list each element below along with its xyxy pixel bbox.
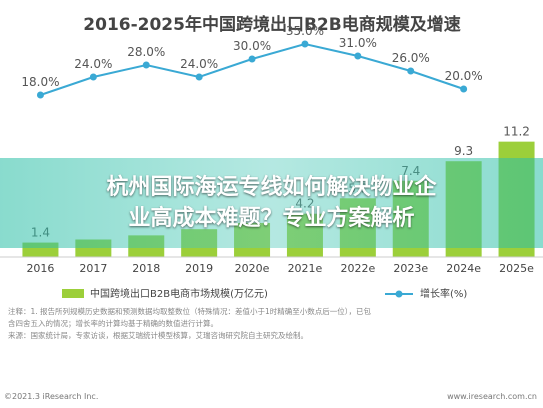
x-tick-label: 2019 — [185, 262, 213, 275]
growth-label: 35.0% — [286, 24, 324, 38]
growth-point — [36, 91, 44, 99]
legend-bar-swatch — [62, 289, 84, 298]
website: www.iresearch.com.cn — [447, 392, 537, 401]
growth-label: 31.0% — [339, 36, 377, 50]
growth-point — [248, 55, 256, 63]
growth-label: 30.0% — [233, 39, 271, 53]
x-tick-label: 2017 — [79, 262, 107, 275]
x-tick-label: 2025e — [499, 262, 534, 275]
growth-point — [407, 67, 415, 75]
growth-label: 24.0% — [74, 57, 112, 71]
x-tick-label: 2020e — [235, 262, 270, 275]
legend-bar-label: 中国跨境出口B2B电商市场规模(万亿元) — [90, 287, 268, 300]
note-line: 注释：1. 报告所列规模历史数据和预测数据均取整数位（特殊情况：差值小于1时精确… — [8, 307, 372, 316]
growth-point — [354, 52, 362, 60]
growth-label: 28.0% — [127, 45, 165, 59]
bar-value-label: 9.3 — [454, 144, 473, 158]
growth-point — [142, 61, 150, 69]
growth-line-layer: 18.0% 24.0% 28.0% 24.0% 30.0% 35.0% 31.0% 26.0%… — [21, 24, 483, 99]
note-line: 来源：国家统计局，专家访谈，根据艾瑞统计模型核算，艾瑞咨询研究院自主研究及绘制。 — [8, 331, 308, 340]
growth-point — [460, 85, 468, 93]
growth-label: 18.0% — [21, 75, 59, 89]
growth-label: 20.0% — [445, 69, 483, 83]
notes: 注释：1. 报告所列规模历史数据和预测数据均取整数位（特殊情况：差值小于1时精确… — [8, 306, 371, 342]
growth-label: 24.0% — [180, 57, 218, 71]
growth-point — [195, 73, 203, 81]
x-axis: 2016 2017 2018 2019 2020e 2021e 2022e 2023e 2024… — [0, 256, 543, 275]
x-tick-label: 2022e — [340, 262, 375, 275]
bar-value-label: 11.2 — [503, 125, 530, 139]
overlay-line-1: 杭州国际海运专线如何解决物业企 — [106, 175, 437, 200]
growth-point — [89, 73, 97, 81]
note-line: 含四舍五入的情况；增长率的计算均基于精确的数值进行计算。 — [8, 319, 218, 328]
x-tick-label: 2023e — [393, 262, 428, 275]
overlay-line-2: 业高成本难题？专业方案解析 — [128, 206, 415, 231]
legend: 中国跨境出口B2B电商市场规模(万亿元) 增长率(%) — [62, 287, 467, 300]
growth-label: 26.0% — [392, 51, 430, 65]
growth-point — [301, 40, 309, 48]
legend-line-label: 增长率(%) — [420, 287, 467, 300]
x-tick-label: 2016 — [26, 262, 54, 275]
x-tick-label: 2024e — [446, 262, 481, 275]
chart-title: 2016-2025年中国跨境出口B2B电商规模及增速 — [83, 14, 460, 35]
copyright: ©2021.3 iResearch Inc. — [4, 392, 99, 401]
title-overlay-banner: 杭州国际海运专线如何解决物业企 业高成本难题？专业方案解析 — [0, 158, 543, 248]
legend-line-marker — [395, 290, 403, 298]
x-tick-label: 2018 — [132, 262, 160, 275]
x-tick-label: 2021e — [288, 262, 323, 275]
